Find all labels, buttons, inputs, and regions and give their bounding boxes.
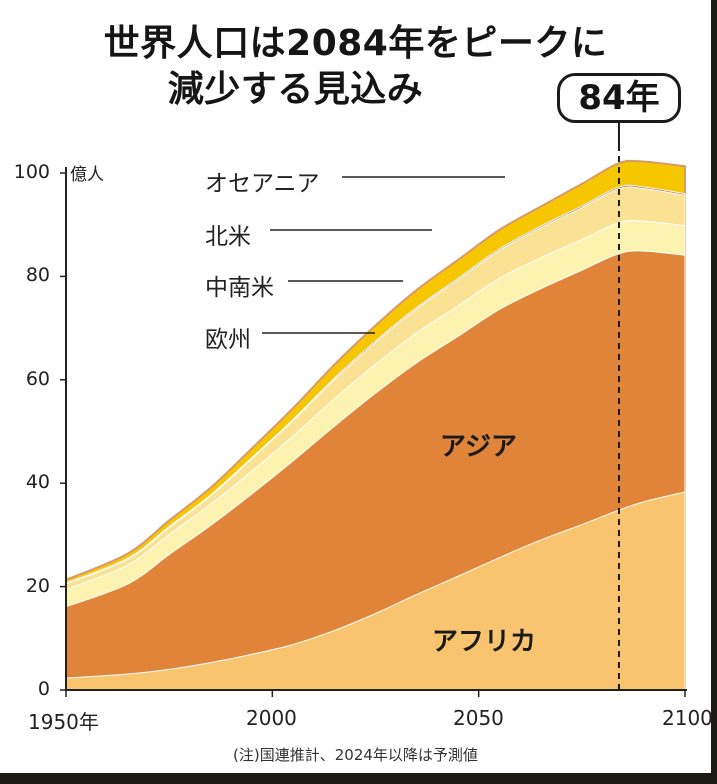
label-europe: 欧州 — [205, 327, 251, 353]
area-layers — [65, 159, 686, 691]
y-tick-label: 20 — [25, 575, 50, 597]
population-area-chart — [60, 123, 687, 697]
y-tick-label: 0 — [37, 678, 50, 700]
x-tick-label: 2100 — [662, 706, 713, 730]
peak-year-callout: 84年 — [557, 73, 681, 123]
area-africa — [65, 491, 686, 691]
chart-title-line-2: 減少する見込み — [167, 69, 424, 110]
label-africa: アフリカ — [432, 627, 537, 657]
x-tick-label: 2050 — [453, 706, 504, 730]
chart-title-line-1: 世界人口は2084年をピークに — [103, 23, 608, 64]
label-north-america: 北米 — [205, 224, 251, 250]
source-note: (注)国連推計、2024年以降は予測値 — [233, 746, 478, 764]
y-axis-unit: 億人 — [70, 165, 104, 185]
y-tick-label: 100 — [13, 161, 50, 183]
label-latin-america: 中南米 — [205, 275, 274, 301]
label-leader-lines — [262, 176, 505, 334]
y-tick-label: 60 — [25, 368, 50, 390]
label-asia: アジア — [440, 432, 517, 462]
x-tick-label: 1950年 — [28, 710, 99, 734]
y-tick-label: 80 — [25, 264, 50, 286]
y-tick-label: 40 — [25, 471, 50, 493]
label-oceania: オセアニア — [205, 171, 320, 197]
x-tick-label: 2000 — [246, 706, 297, 730]
chart-axes — [60, 167, 687, 697]
